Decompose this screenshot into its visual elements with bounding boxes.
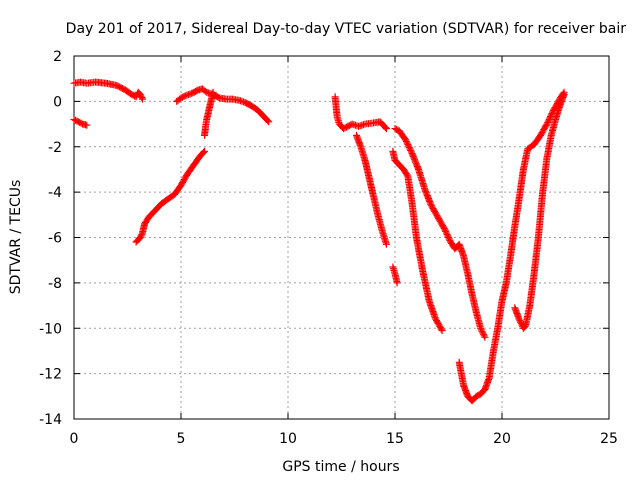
data-point — [444, 232, 452, 240]
chart-title: Day 201 of 2017, Sidereal Day-to-day VTE… — [66, 21, 627, 37]
data-point — [542, 122, 550, 129]
data-point — [544, 119, 552, 126]
data-point — [477, 326, 485, 334]
data-point — [235, 96, 243, 104]
data-point — [441, 226, 449, 234]
data-point — [443, 231, 451, 238]
data-point — [200, 148, 207, 156]
data-point — [440, 224, 448, 232]
data-point — [481, 333, 489, 341]
data-point — [480, 330, 487, 338]
data-point — [544, 117, 552, 125]
data-point — [407, 148, 415, 156]
data-point — [264, 117, 272, 125]
data-point — [404, 141, 412, 148]
data-point — [546, 114, 554, 122]
x-tick-label: 5 — [177, 431, 186, 447]
y-tick-label: 0 — [53, 94, 62, 110]
data-point — [356, 122, 364, 130]
data-point — [547, 113, 554, 120]
y-tick-label: -14 — [39, 412, 62, 428]
data-point — [137, 92, 145, 100]
x-tick-label: 25 — [600, 431, 618, 447]
data-point — [445, 235, 453, 243]
x-axis-label: GPS time / hours — [282, 459, 399, 475]
data-point — [136, 91, 144, 99]
data-point — [351, 121, 359, 129]
y-tick-label: -8 — [48, 276, 62, 292]
axis-ticks: 0 5 10 15 20 25 -14 -12 -10 -8 -6 -4 -2 0 2 — [39, 49, 618, 447]
data-point — [478, 327, 486, 335]
data-point — [382, 125, 390, 133]
data-point — [403, 139, 411, 147]
data-point — [382, 240, 390, 248]
data-point — [477, 324, 485, 332]
data-point — [442, 227, 450, 235]
y-tick-label: 2 — [53, 49, 62, 65]
y-tick-label: -2 — [48, 140, 62, 156]
data-point — [445, 234, 452, 241]
data-point — [180, 93, 188, 100]
data-point — [139, 95, 146, 103]
data-point — [402, 138, 410, 145]
data-point — [543, 120, 551, 128]
data-point — [560, 91, 568, 99]
data-point — [406, 145, 414, 153]
data-point — [393, 279, 401, 287]
grid — [74, 56, 609, 419]
data-point — [137, 232, 145, 240]
data-point — [381, 124, 389, 131]
data-point — [138, 231, 146, 238]
data-point — [201, 147, 208, 155]
y-tick-label: -10 — [39, 321, 62, 337]
data-point — [438, 327, 446, 334]
data-point — [516, 317, 524, 325]
x-tick-label: 15 — [386, 431, 404, 447]
data-point — [480, 332, 488, 340]
y-tick-label: -4 — [48, 185, 62, 201]
data-points — [70, 78, 568, 405]
data-point — [209, 88, 217, 96]
data-point — [517, 320, 525, 328]
x-tick-label: 10 — [279, 431, 297, 447]
data-point — [515, 315, 523, 323]
data-point — [545, 116, 553, 123]
data-point — [405, 142, 413, 150]
data-point — [442, 229, 450, 237]
data-point — [132, 93, 140, 101]
data-point — [265, 118, 273, 126]
y-tick-label: -6 — [48, 231, 62, 247]
y-axis-label: SDTVAR / TECUs — [8, 180, 24, 295]
data-point — [136, 234, 144, 241]
data-point — [479, 329, 487, 337]
data-point — [407, 147, 415, 154]
data-point — [437, 325, 445, 333]
x-tick-label: 0 — [70, 431, 79, 447]
data-point — [83, 121, 91, 129]
data-point — [405, 144, 413, 151]
y-tick-label: -12 — [39, 367, 62, 383]
plot-frame — [73, 55, 610, 420]
data-point — [402, 136, 410, 144]
data-point — [138, 94, 146, 102]
x-tick-label: 20 — [493, 431, 511, 447]
data-point — [201, 87, 209, 95]
